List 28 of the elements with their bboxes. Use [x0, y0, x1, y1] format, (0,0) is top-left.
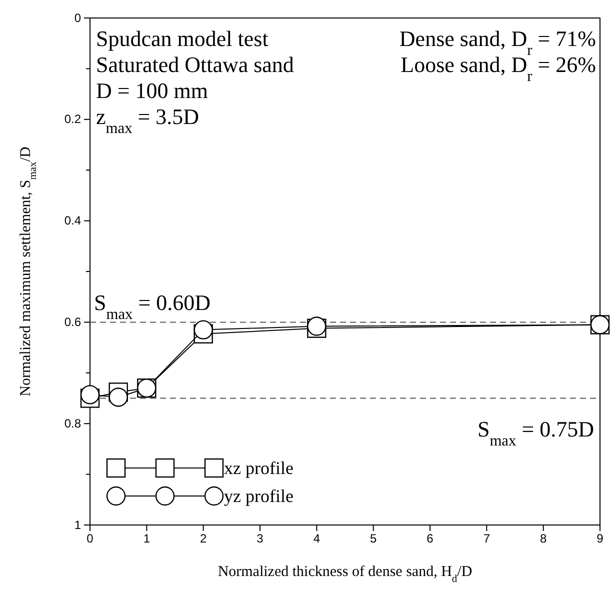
- annotation: D = 100 mm: [96, 78, 208, 103]
- x-tick-label: 6: [426, 532, 434, 546]
- y-tick-label: 0.4: [64, 214, 82, 228]
- point: [194, 320, 213, 340]
- legend-label: yz profile: [224, 486, 294, 506]
- x-tick-label: 4: [313, 532, 320, 546]
- y-tick-label: 0.6: [64, 315, 82, 330]
- point: [108, 388, 128, 407]
- y-tick-label: 0.8: [64, 416, 82, 430]
- x-tick-label: 9: [596, 532, 604, 546]
- x-tick-label: 3: [256, 532, 264, 546]
- legend-label: xz profile: [224, 458, 294, 478]
- annotation: Saturated Ottawa sand: [96, 52, 294, 77]
- x-tick-label: 2: [200, 532, 207, 546]
- x-tick-label: 0: [86, 532, 94, 546]
- point: [80, 385, 100, 404]
- x-tick-label: 1: [143, 532, 150, 546]
- x-tick-label: 8: [540, 532, 547, 546]
- x-axis-title: Normalized thickness of dense sand, H$_{d}$/D: [218, 564, 472, 584]
- y-tick-label: 0.2: [64, 112, 82, 126]
- x-tick-label: 7: [483, 532, 490, 546]
- annotation: z$_{max}$ = 3.5D: [96, 104, 200, 136]
- x-tick-label: 5: [370, 532, 377, 546]
- y-tick-label: 0: [74, 10, 82, 25]
- annotation: Spudcan model test: [96, 26, 268, 51]
- ref-line-label: S$_{max}$ = 0.75D: [477, 416, 594, 449]
- y-tick-label: 1: [74, 518, 82, 532]
- ref-line-label: S$_{max}$ = 0.60D: [94, 290, 211, 323]
